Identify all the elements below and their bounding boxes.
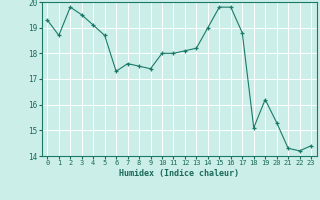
X-axis label: Humidex (Indice chaleur): Humidex (Indice chaleur): [119, 169, 239, 178]
